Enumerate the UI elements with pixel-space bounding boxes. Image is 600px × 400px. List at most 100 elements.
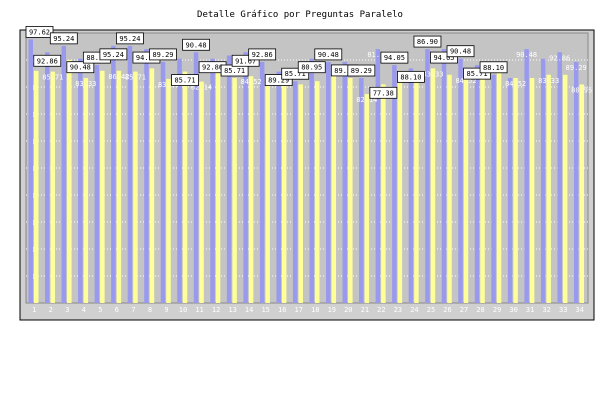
x-tick-label: 13	[228, 306, 236, 314]
data-label: 85.71	[285, 70, 306, 78]
x-tick-label: 16	[278, 306, 286, 314]
data-label-plain: 81.81	[367, 51, 388, 59]
bar-series-1	[392, 65, 397, 303]
bar-series-1	[425, 49, 430, 303]
data-label: 95.24	[53, 35, 74, 43]
bar-series-2	[133, 71, 138, 303]
x-tick-label: 8	[148, 306, 152, 314]
bar-series-2	[34, 70, 39, 303]
bar-series-1	[226, 55, 232, 304]
data-label-plain: 84.52	[455, 77, 476, 85]
bar-series-2	[496, 70, 502, 303]
data-label-plain: 83.33	[422, 70, 443, 78]
data-label: 94.05	[136, 54, 157, 62]
bar-series-2	[298, 84, 303, 303]
data-label: 80.95	[301, 64, 322, 72]
x-tick-label: 19	[328, 306, 336, 314]
x-tick-label: 14	[245, 306, 253, 314]
x-tick-label: 34	[576, 306, 584, 314]
bar-series-1	[326, 61, 331, 304]
bar-series-2	[50, 71, 56, 303]
data-label-plain: 86.42	[108, 73, 129, 81]
data-label-box	[380, 51, 409, 64]
data-label-box	[297, 61, 326, 74]
bar-series-1	[292, 81, 298, 303]
data-label: 85.71	[224, 67, 245, 75]
bar-series-1	[276, 71, 281, 303]
bar-series-1	[540, 58, 546, 304]
data-label: 94.05	[433, 54, 454, 62]
data-label: 89.29	[152, 51, 173, 59]
bar-series-1	[441, 49, 447, 303]
data-label: 97.62	[29, 28, 50, 36]
data-label-box	[182, 38, 210, 51]
x-tick-label: 11	[195, 306, 203, 314]
data-label-box	[479, 61, 508, 74]
x-tick-label: 9	[164, 306, 168, 314]
data-label-plain: 89.29	[566, 64, 587, 72]
data-label-box	[49, 32, 78, 45]
data-label: 88.10	[400, 73, 421, 81]
data-label-plain: 83.00	[158, 81, 179, 89]
x-tick-label: 3	[65, 306, 69, 314]
bar-series-2	[182, 71, 188, 303]
data-label-box	[397, 70, 425, 83]
bar-series-2	[381, 84, 386, 303]
data-label-box	[116, 32, 144, 45]
bar-series-2	[149, 68, 155, 304]
data-label: 77.38	[373, 89, 394, 97]
x-tick-label: 29	[493, 306, 501, 314]
x-tick-label: 21	[361, 306, 369, 314]
x-tick-label: 33	[559, 306, 567, 314]
data-label-plain: 83.33	[75, 80, 96, 88]
bar-series-1	[524, 49, 529, 303]
data-label-box	[99, 48, 128, 61]
bar-series-2	[83, 78, 89, 303]
x-tick-label: 20	[344, 306, 352, 314]
bar-series-1	[491, 74, 496, 304]
bar-series-2	[546, 74, 551, 304]
data-label-plain: 82.14	[191, 84, 212, 92]
bar-series-1	[94, 65, 100, 303]
data-label-box	[446, 45, 475, 58]
data-label: 86.90	[417, 38, 438, 46]
x-tick-label: 27	[460, 306, 468, 314]
bar-series-2	[116, 70, 122, 303]
data-label-box	[413, 35, 442, 48]
data-label-plain: 80.95	[571, 86, 592, 94]
bar-series-2	[480, 71, 485, 303]
x-tick-label: 23	[394, 306, 402, 314]
data-label-plain: 92.86	[549, 54, 570, 62]
data-label-box	[264, 74, 293, 86]
data-label-plain: 84.52	[241, 78, 262, 86]
bar-series-2	[166, 78, 171, 304]
x-tick-label: 2	[49, 306, 53, 314]
data-label-box	[149, 48, 177, 61]
bar-series-1	[193, 52, 199, 303]
data-label: 88.10	[483, 64, 504, 72]
bar-series-2	[281, 74, 287, 304]
bar-series-1	[210, 58, 215, 304]
bar-series-2	[463, 74, 469, 304]
bar-series-2	[199, 81, 204, 303]
data-label-box	[231, 54, 260, 67]
data-label-box	[66, 61, 95, 74]
data-label-box	[171, 74, 199, 86]
x-tick-label: 6	[115, 306, 119, 314]
bar-series-1	[177, 58, 182, 304]
data-label: 89.29	[351, 67, 372, 75]
data-label: 85.71	[467, 70, 488, 78]
x-tick-label: 17	[295, 306, 303, 314]
x-tick-label: 26	[443, 306, 451, 314]
bar-series-2	[397, 74, 403, 304]
x-tick-label: 18	[311, 306, 319, 314]
data-label-box	[347, 64, 376, 77]
data-label-box	[463, 67, 491, 80]
x-tick-label: 15	[261, 306, 269, 314]
x-tick-label: 7	[131, 306, 135, 314]
bar-series-1	[557, 52, 562, 303]
bar-series-2	[265, 74, 270, 304]
bar-series-1	[243, 52, 248, 303]
x-tick-label: 12	[212, 306, 220, 314]
